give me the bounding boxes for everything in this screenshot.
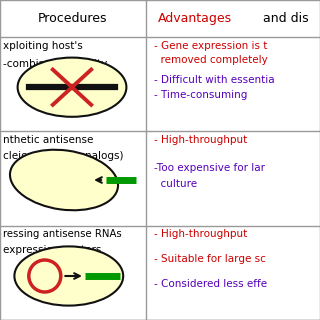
Text: - Suitable for large sc: - Suitable for large sc <box>154 254 266 264</box>
Text: - Gene expression is t: - Gene expression is t <box>154 41 267 51</box>
Text: -combination ability: -combination ability <box>3 59 108 68</box>
Text: and dis: and dis <box>259 12 309 25</box>
Circle shape <box>29 260 61 292</box>
Text: - Difficult with essentia: - Difficult with essentia <box>154 75 274 84</box>
Text: -Too expensive for lar: -Too expensive for lar <box>154 163 265 173</box>
Text: - High-throughput: - High-throughput <box>154 135 247 145</box>
Text: nthetic antisense: nthetic antisense <box>3 135 93 145</box>
Text: ressing antisense RNAs: ressing antisense RNAs <box>3 229 122 239</box>
Text: - High-throughput: - High-throughput <box>154 229 247 239</box>
Text: Advantages: Advantages <box>158 12 233 25</box>
Text: removed completely: removed completely <box>154 55 267 65</box>
Text: - Time-consuming: - Time-consuming <box>154 90 247 100</box>
Ellipse shape <box>14 246 123 306</box>
Text: expression vectors: expression vectors <box>3 245 101 255</box>
Text: Procedures: Procedures <box>38 12 108 25</box>
Text: xploiting host's: xploiting host's <box>3 41 83 51</box>
Text: - Considered less effe: - Considered less effe <box>154 279 267 289</box>
Text: cleic acids (or analogs): cleic acids (or analogs) <box>3 151 124 161</box>
Ellipse shape <box>18 58 126 117</box>
Ellipse shape <box>10 150 118 210</box>
Text: culture: culture <box>154 179 197 188</box>
